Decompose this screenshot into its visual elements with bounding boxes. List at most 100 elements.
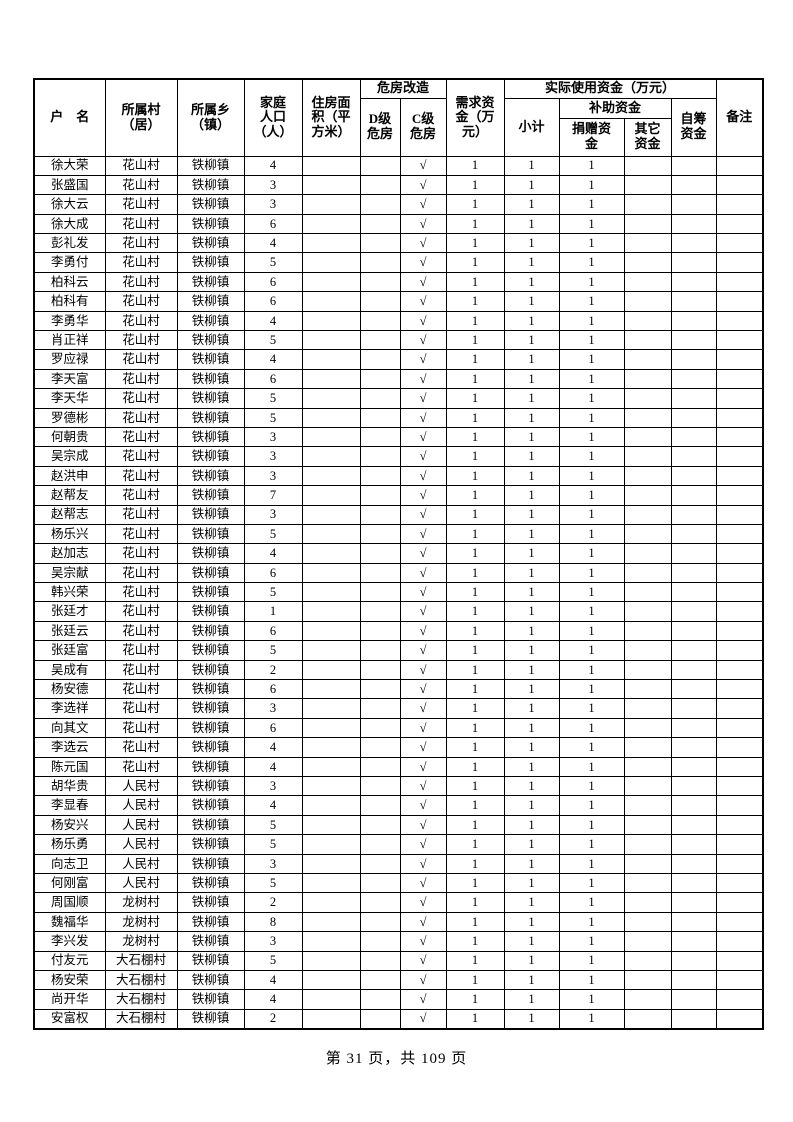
cell-other-fund (623, 872, 672, 894)
cell-population: 7 (243, 485, 303, 506)
cell-self-raised-fund (670, 737, 717, 758)
cell-required-fund: 1 (445, 582, 505, 603)
cell-remark (715, 271, 764, 293)
cell-town: 铁柳镇 (176, 291, 245, 312)
cell-household-name: 付友元 (33, 950, 106, 971)
cell-household-name: 杨乐勇 (33, 834, 106, 855)
cell-housing-area (301, 523, 361, 545)
cell-self-raised-fund (670, 271, 717, 293)
table-row: 张廷富 花山村 铁柳镇 5 √ 1 1 1 (33, 640, 764, 661)
cell-other-fund (623, 620, 672, 642)
cell-household-name: 胡华贵 (33, 775, 106, 797)
cell-donation-fund: 1 (558, 523, 625, 545)
col-header-housing-area: 住房面 积（平 方米） (301, 78, 361, 157)
cell-village: 龙树村 (104, 911, 178, 933)
cell-population: 4 (243, 795, 303, 816)
cell-village: 花山村 (104, 523, 178, 545)
cell-household-name: 李选祥 (33, 698, 106, 719)
cell-c-level: √ (399, 950, 447, 971)
cell-subtotal: 1 (503, 562, 560, 584)
col-header-self-raised-fund: 自筹 资金 (670, 97, 717, 157)
cell-c-level: √ (399, 388, 447, 409)
cell-d-level (359, 717, 401, 739)
cell-self-raised-fund (670, 872, 717, 894)
cell-other-fund (623, 155, 672, 176)
cell-household-name: 向其文 (33, 717, 106, 739)
cell-other-fund (623, 659, 672, 681)
table-row: 胡华贵 人民村 铁柳镇 3 √ 1 1 1 (33, 775, 764, 797)
cell-village: 龙树村 (104, 931, 178, 952)
col-header-renovation-group: 危房改造 (359, 78, 447, 99)
cell-remark (715, 562, 764, 584)
cell-other-fund (623, 737, 672, 758)
cell-required-fund: 1 (445, 213, 505, 235)
cell-housing-area (301, 911, 361, 933)
cell-d-level (359, 446, 401, 467)
table-row: 柏科云 花山村 铁柳镇 6 √ 1 1 1 (33, 271, 764, 293)
col-header-remark: 备注 (715, 78, 764, 157)
cell-subtotal: 1 (503, 931, 560, 952)
cell-donation-fund: 1 (558, 310, 625, 332)
cell-housing-area (301, 1008, 361, 1030)
cell-other-fund (623, 523, 672, 545)
cell-donation-fund: 1 (558, 562, 625, 584)
cell-population: 4 (243, 310, 303, 332)
cell-remark (715, 989, 764, 1010)
cell-d-level (359, 407, 401, 428)
cell-subtotal: 1 (503, 640, 560, 661)
cell-remark (715, 582, 764, 603)
cell-remark (715, 485, 764, 506)
cell-housing-area (301, 679, 361, 700)
cell-donation-fund: 1 (558, 465, 625, 487)
cell-village: 花山村 (104, 368, 178, 390)
cell-subtotal: 1 (503, 601, 560, 622)
cell-village: 花山村 (104, 737, 178, 758)
cell-subtotal: 1 (503, 485, 560, 506)
cell-town: 铁柳镇 (176, 911, 245, 933)
cell-c-level: √ (399, 969, 447, 991)
cell-subtotal: 1 (503, 1008, 560, 1030)
cell-donation-fund: 1 (558, 931, 625, 952)
cell-c-level: √ (399, 562, 447, 584)
cell-d-level (359, 252, 401, 273)
cell-remark (715, 737, 764, 758)
cell-donation-fund: 1 (558, 775, 625, 797)
cell-required-fund: 1 (445, 814, 505, 836)
cell-housing-area (301, 291, 361, 312)
cell-subtotal: 1 (503, 620, 560, 642)
cell-village: 花山村 (104, 310, 178, 332)
cell-other-fund (623, 814, 672, 836)
table-row: 杨乐兴 花山村 铁柳镇 5 √ 1 1 1 (33, 523, 764, 545)
cell-population: 3 (243, 194, 303, 215)
cell-subtotal: 1 (503, 504, 560, 525)
cell-self-raised-fund (670, 407, 717, 428)
table-row: 陈元国 花山村 铁柳镇 4 √ 1 1 1 (33, 756, 764, 778)
cell-household-name: 张廷才 (33, 601, 106, 622)
cell-household-name: 杨乐兴 (33, 523, 106, 545)
table-row: 罗德彬 花山村 铁柳镇 5 √ 1 1 1 (33, 407, 764, 428)
cell-remark (715, 349, 764, 370)
cell-population: 8 (243, 911, 303, 933)
cell-required-fund: 1 (445, 853, 505, 874)
cell-town: 铁柳镇 (176, 426, 245, 448)
cell-subtotal: 1 (503, 775, 560, 797)
cell-town: 铁柳镇 (176, 620, 245, 642)
cell-housing-area (301, 485, 361, 506)
cell-other-fund (623, 950, 672, 971)
cell-household-name: 柏科有 (33, 291, 106, 312)
cell-town: 铁柳镇 (176, 931, 245, 952)
cell-self-raised-fund (670, 446, 717, 467)
cell-town: 铁柳镇 (176, 756, 245, 778)
cell-household-name: 杨安德 (33, 679, 106, 700)
cell-d-level (359, 659, 401, 681)
table-row: 罗应禄 花山村 铁柳镇 4 √ 1 1 1 (33, 349, 764, 370)
cell-population: 6 (243, 271, 303, 293)
cell-required-fund: 1 (445, 252, 505, 273)
cell-self-raised-fund (670, 426, 717, 448)
cell-required-fund: 1 (445, 950, 505, 971)
cell-subtotal: 1 (503, 911, 560, 933)
cell-housing-area (301, 717, 361, 739)
cell-town: 铁柳镇 (176, 155, 245, 176)
cell-town: 铁柳镇 (176, 853, 245, 874)
